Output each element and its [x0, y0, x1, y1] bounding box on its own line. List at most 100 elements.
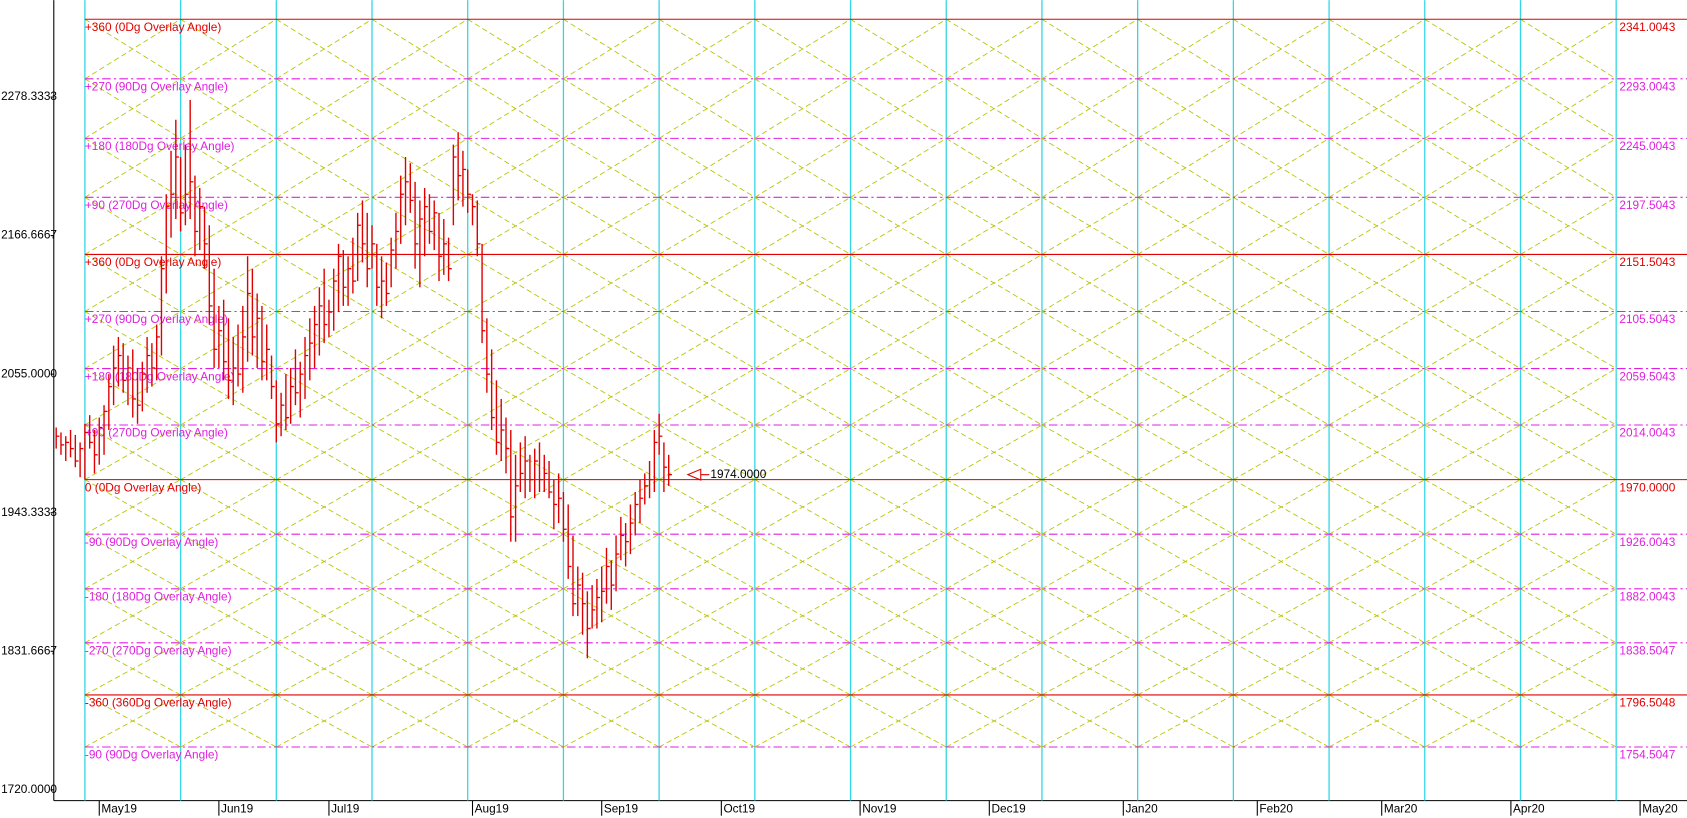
angle-line — [180, 533, 277, 590]
angle-line — [1041, 254, 1138, 312]
level-value-label: 1838.5047 — [1619, 644, 1675, 658]
angle-line — [1233, 588, 1330, 644]
angle-line — [371, 138, 468, 198]
angle-line — [371, 424, 468, 480]
angle-line — [1424, 694, 1521, 748]
level-value-label: 1882.0043 — [1619, 590, 1675, 604]
angle-line — [180, 78, 277, 139]
angle-line — [180, 196, 277, 255]
angle-line — [946, 588, 1043, 644]
level-label: -360 (360Dg Overlay Angle) — [85, 696, 232, 710]
x-tick-label: Jul19 — [331, 801, 360, 815]
level-label: -90 (90Dg Overlay Angle) — [85, 535, 219, 549]
level-label: +90 (270Dg Overlay Angle) — [85, 198, 228, 212]
angle-line — [563, 479, 660, 535]
angle-line — [1424, 424, 1521, 480]
level-label: +270 (90Dg Overlay Angle) — [85, 312, 228, 326]
angle-line — [276, 588, 373, 644]
angle-line — [84, 311, 181, 369]
angle-line — [371, 368, 468, 426]
angle-line — [276, 533, 373, 590]
angle-line — [1520, 479, 1617, 535]
angle-line — [276, 424, 373, 480]
angle-line — [563, 311, 660, 369]
level-value-label: 2341.0043 — [1619, 20, 1675, 34]
angle-line — [371, 78, 468, 139]
angle-line — [1137, 533, 1234, 590]
angle-line — [467, 368, 564, 426]
angle-line — [850, 479, 947, 535]
angle-line — [563, 588, 660, 644]
y-tick-label: 1831.6667 — [1, 643, 57, 657]
angle-line — [658, 138, 756, 198]
level-label: -180 (180Dg Overlay Angle) — [85, 590, 232, 604]
angle-line — [1233, 138, 1330, 198]
level-label: +180 (180Dg Overlay Angle) — [85, 369, 235, 383]
angle-line — [180, 254, 277, 312]
angle-line — [84, 588, 181, 644]
angle-line — [1137, 18, 1234, 80]
angle-line — [754, 588, 851, 644]
angle-line — [1233, 254, 1330, 312]
angle-line — [371, 588, 468, 644]
angle-line — [754, 533, 851, 590]
angle-line — [563, 694, 660, 748]
angle-line — [1041, 78, 1138, 139]
angle-line — [276, 196, 373, 255]
angle-line — [1233, 694, 1330, 748]
level-label: -270 (270Dg Overlay Angle) — [85, 644, 232, 658]
angle-line — [180, 588, 277, 644]
angle-line — [467, 588, 564, 644]
angle-line — [84, 78, 181, 139]
angle-line — [1424, 18, 1521, 80]
angle-line — [946, 311, 1043, 369]
angle-line — [754, 138, 851, 198]
angle-line — [1137, 642, 1234, 696]
angle-line — [276, 479, 373, 535]
angle-line — [84, 18, 181, 80]
angle-line — [1328, 479, 1425, 535]
level-value-label: 1754.5047 — [1619, 748, 1675, 762]
angle-line — [276, 368, 373, 426]
angle-line — [1328, 588, 1425, 644]
angle-line — [658, 424, 756, 480]
angle-line — [276, 78, 373, 139]
angle-line — [850, 533, 947, 590]
level-value-label: 1796.5048 — [1619, 696, 1675, 710]
level-label: +270 (90Dg Overlay Angle) — [85, 80, 228, 94]
angle-line — [1520, 254, 1617, 312]
angle-line — [180, 694, 277, 748]
level-value-label: 2059.5043 — [1619, 369, 1675, 383]
angle-line — [371, 479, 468, 535]
angle-line — [84, 138, 181, 198]
angle-line — [1424, 138, 1521, 198]
angle-line — [658, 642, 756, 696]
angle-line — [850, 642, 947, 696]
angle-line — [1328, 196, 1425, 255]
level-label: +90 (270Dg Overlay Angle) — [85, 426, 228, 440]
angle-line — [467, 311, 564, 369]
angle-line — [371, 18, 468, 80]
angle-line — [1041, 138, 1138, 198]
angle-line — [658, 533, 756, 590]
level-label: +360 (0Dg Overlay Angle) — [85, 255, 221, 269]
angle-line — [84, 694, 181, 748]
angle-line — [1328, 138, 1425, 198]
x-tick-label: Sep19 — [604, 801, 639, 815]
x-tick-label: Jan20 — [1125, 801, 1158, 815]
angle-line — [1041, 18, 1138, 80]
angle-line — [658, 588, 756, 644]
angle-line — [946, 368, 1043, 426]
angle-line — [563, 642, 660, 696]
angle-line — [276, 642, 373, 696]
angle-line — [850, 138, 947, 198]
angle-line — [1233, 311, 1330, 369]
angle-line — [946, 138, 1043, 198]
angle-line — [1424, 311, 1521, 369]
angle-line — [1520, 311, 1617, 369]
angle-line — [1233, 642, 1330, 696]
angle-line — [1328, 642, 1425, 696]
angle-line — [658, 479, 756, 535]
angle-line — [467, 642, 564, 696]
angle-line — [1137, 424, 1234, 480]
